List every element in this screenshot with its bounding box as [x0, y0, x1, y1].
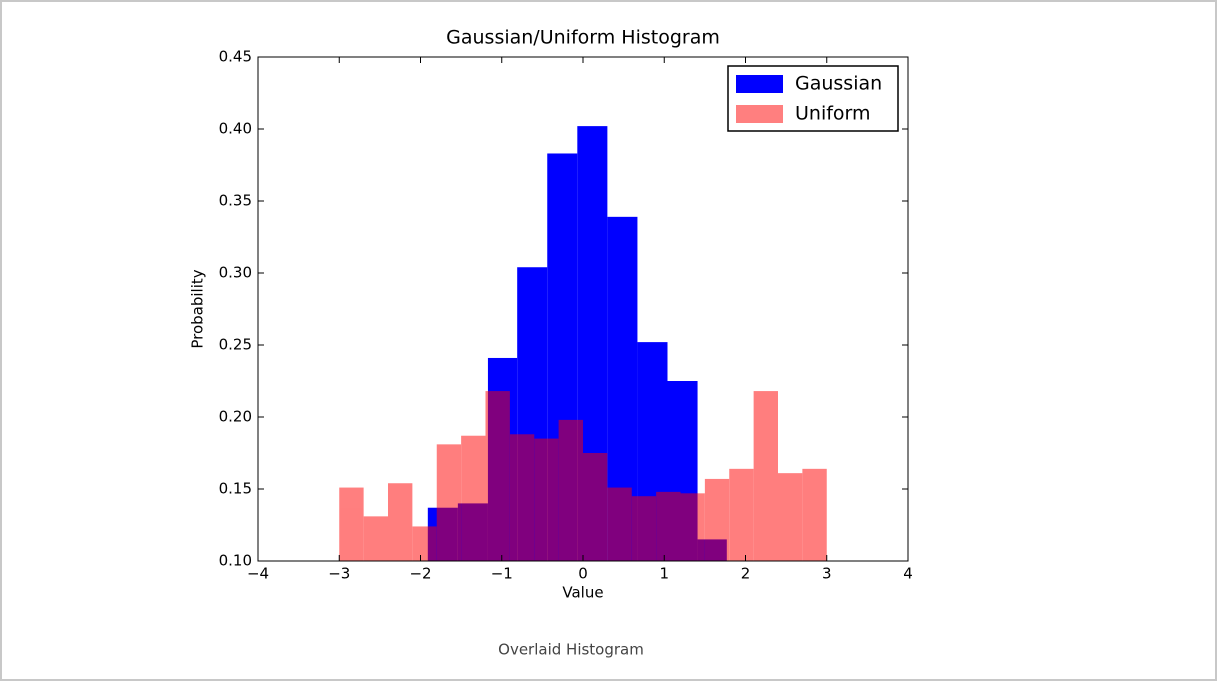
caption: Overlaid Histogram: [498, 641, 644, 659]
histogram-bar: [680, 493, 705, 561]
histogram-bar: [558, 419, 583, 561]
x-tick-label: 0: [578, 565, 588, 583]
histogram-bar: [485, 391, 510, 561]
histogram-bar: [607, 487, 632, 561]
histogram-bar: [778, 473, 803, 561]
y-tick-label: 0.15: [219, 480, 252, 498]
y-axis-label: Probability: [189, 269, 207, 348]
y-tick-label: 0.40: [219, 120, 252, 138]
x-tick-label: 2: [741, 565, 751, 583]
legend-swatch: [736, 105, 783, 123]
histogram-bar: [534, 438, 559, 561]
x-tick-label: 3: [822, 565, 832, 583]
series-1: [339, 391, 827, 561]
histogram-bar: [802, 468, 827, 561]
histogram-bar: [436, 444, 462, 561]
x-tick-label: −4: [247, 565, 269, 583]
x-tick-label: −1: [491, 565, 513, 583]
y-tick-label: 0.25: [219, 336, 252, 354]
legend: Gaussian Uniform: [727, 65, 899, 132]
legend-swatch: [736, 75, 783, 93]
y-tick-label: 0.45: [219, 48, 252, 66]
x-tick-label: 1: [659, 565, 669, 583]
histogram-bar: [583, 453, 608, 561]
histogram-bar: [388, 483, 413, 561]
x-tick-label: 4: [903, 565, 913, 583]
histogram-bar: [509, 434, 535, 561]
x-tick-label: −2: [409, 565, 431, 583]
x-axis-label: Value: [562, 584, 603, 602]
chart-title: Gaussian/Uniform Histogram: [446, 27, 720, 49]
histogram-bar: [339, 487, 364, 561]
histogram-bar: [461, 435, 486, 561]
y-tick-label: 0.20: [219, 408, 252, 426]
histogram-bar: [729, 468, 754, 561]
y-tick-label: 0.35: [219, 192, 252, 210]
y-tick-label: 0.30: [219, 264, 252, 282]
histogram-bar: [363, 516, 388, 561]
histogram-bar: [753, 391, 778, 561]
histogram-bar: [412, 526, 437, 561]
legend-label: Gaussian: [795, 73, 882, 95]
y-tick-label: 0.10: [219, 552, 252, 570]
legend-label: Uniform: [795, 103, 871, 125]
histogram-bar: [631, 496, 657, 561]
histogram-bar: [704, 478, 730, 561]
histogram-bar: [656, 491, 681, 561]
x-tick-label: −3: [328, 565, 350, 583]
